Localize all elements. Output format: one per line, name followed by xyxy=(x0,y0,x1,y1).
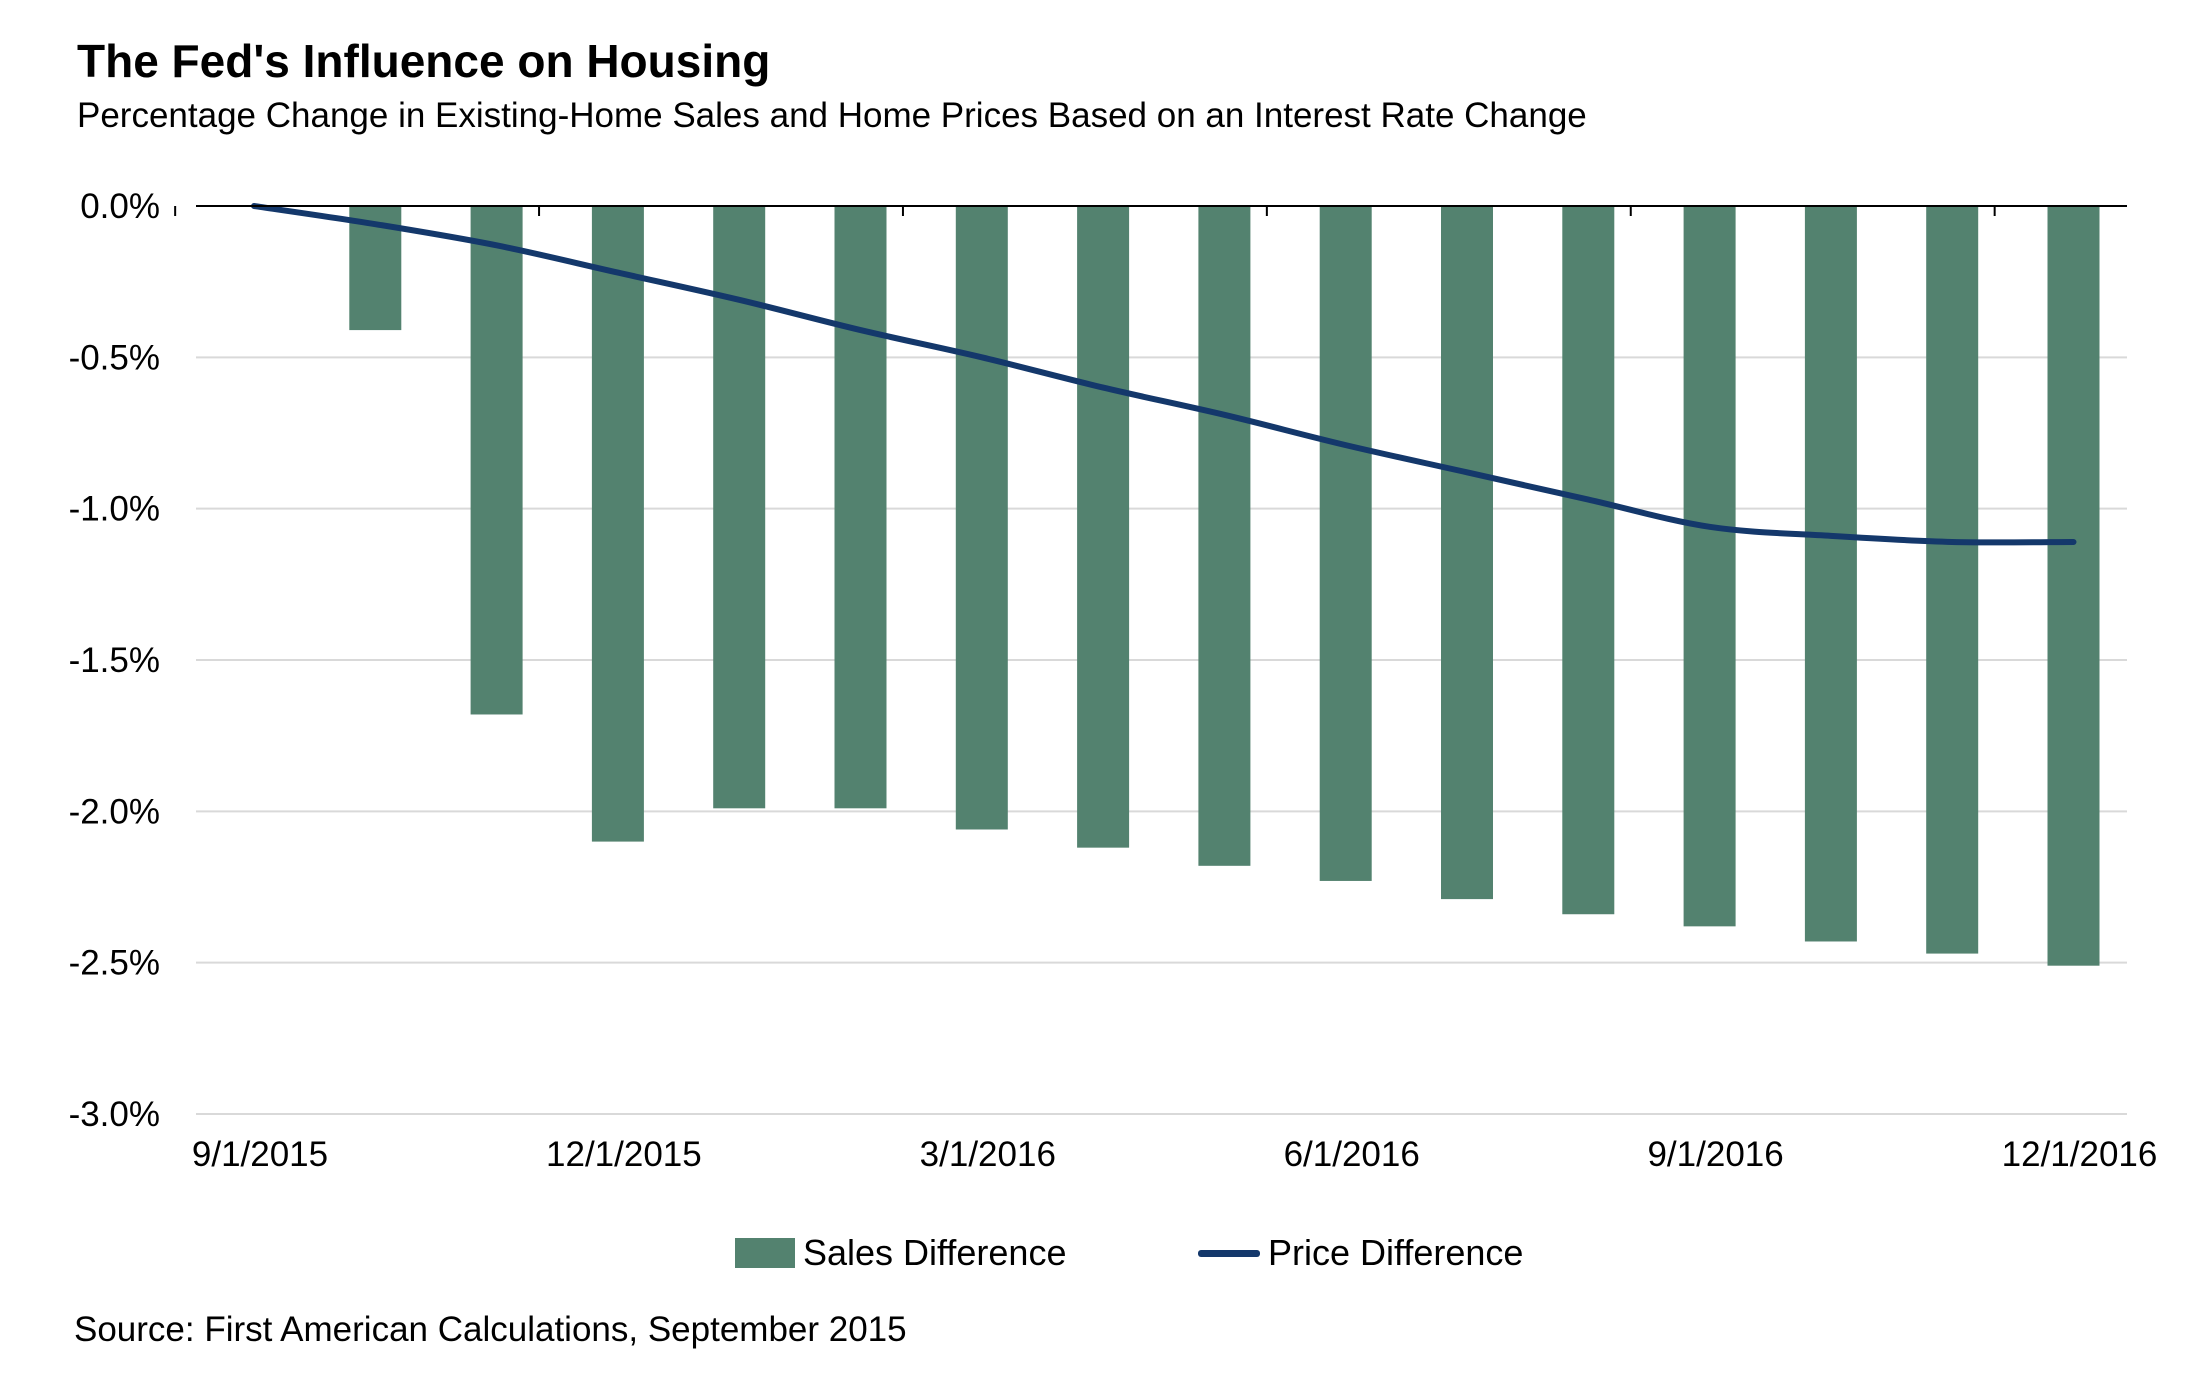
sales-bars xyxy=(349,206,2100,966)
x-tick-label: 12/1/2015 xyxy=(546,1135,702,1174)
legend: Sales Difference Price Difference xyxy=(0,1232,2188,1292)
sales-bar xyxy=(955,206,1008,830)
x-tick-label: 9/1/2015 xyxy=(192,1135,328,1174)
legend-item-sales: Sales Difference xyxy=(735,1232,1066,1274)
sales-bar xyxy=(1077,206,1130,848)
x-tick-label: 12/1/2016 xyxy=(2002,1135,2158,1174)
y-tick-label: -0.5% xyxy=(69,338,160,377)
sales-bar xyxy=(1926,206,1979,954)
sales-bar xyxy=(1319,206,1372,881)
y-tick-label: -1.5% xyxy=(69,641,160,680)
legend-item-price: Price Difference xyxy=(1198,1232,1523,1274)
y-tick-label: -2.0% xyxy=(69,792,160,831)
chart-subtitle: Percentage Change in Existing-Home Sales… xyxy=(77,96,1587,135)
legend-swatch-sales xyxy=(735,1238,795,1268)
sales-bar xyxy=(470,206,523,715)
y-tick-label: 0.0% xyxy=(80,187,160,226)
sales-bar xyxy=(1198,206,1251,866)
y-tick-label: -2.5% xyxy=(69,944,160,983)
chart-title: The Fed's Influence on Housing xyxy=(77,35,771,87)
tick-labels: 0.0% -0.5% -1.0% -1.5% -2.0% -2.5% -3.0% 9/1/20… xyxy=(69,187,2158,1174)
legend-label-price: Price Difference xyxy=(1268,1232,1524,1273)
y-tick-label: -1.0% xyxy=(69,490,160,529)
sales-bar xyxy=(1804,206,1857,942)
axes xyxy=(174,205,2127,216)
y-tick-label: -3.0% xyxy=(69,1095,160,1134)
x-tick-label: 6/1/2016 xyxy=(1284,1135,1420,1174)
sales-bar xyxy=(1683,206,1736,927)
legend-label-sales: Sales Difference xyxy=(803,1232,1067,1273)
price-line xyxy=(251,203,2077,546)
x-tick-label: 9/1/2016 xyxy=(1647,1135,1783,1174)
sales-bar xyxy=(591,206,644,842)
sales-bar xyxy=(1562,206,1615,915)
chart-area: 0.0% -0.5% -1.0% -1.5% -2.0% -2.5% -3.0% 9/1/20… xyxy=(69,187,2158,1174)
price-line-group xyxy=(251,203,2077,546)
source-note: Source: First American Calculations, Sep… xyxy=(74,1310,907,1349)
legend-swatch-price xyxy=(1198,1249,1260,1257)
x-tick-label: 3/1/2016 xyxy=(920,1135,1056,1174)
sales-bar xyxy=(834,206,887,809)
sales-bar xyxy=(2047,206,2100,966)
sales-bar xyxy=(1441,206,1493,900)
